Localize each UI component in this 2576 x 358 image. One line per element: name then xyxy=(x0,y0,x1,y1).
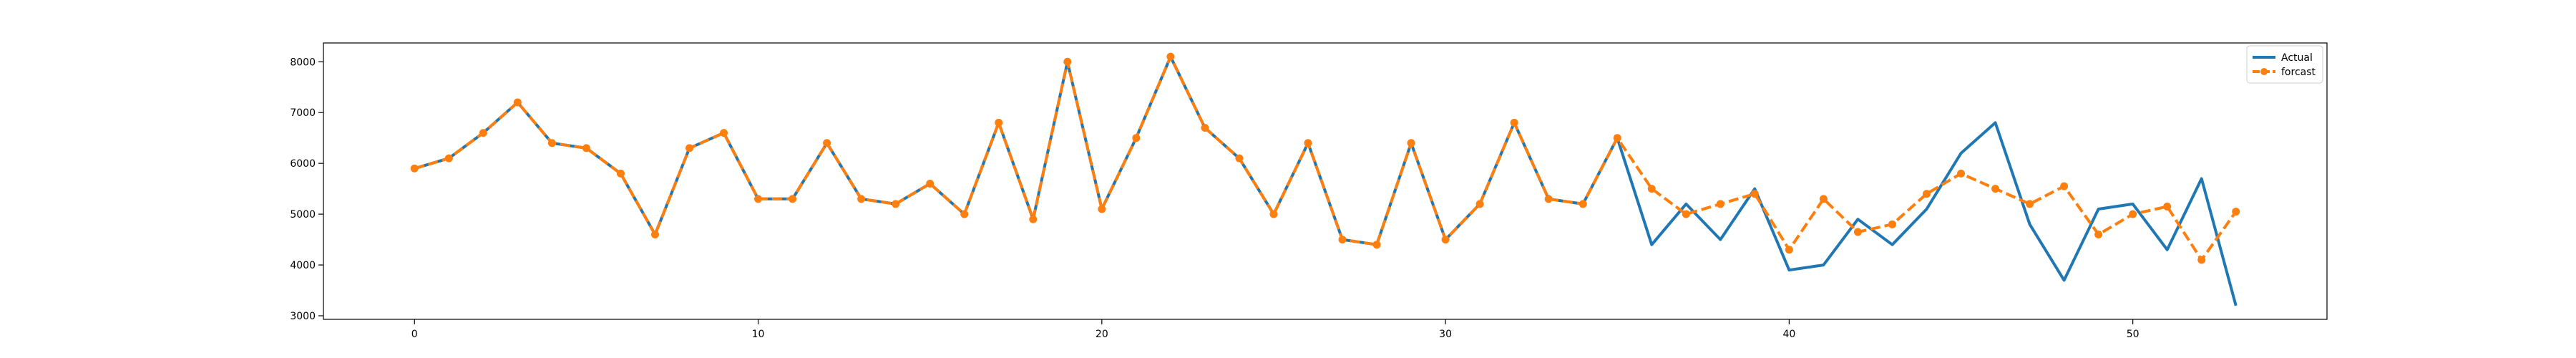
data-point-forcast xyxy=(1201,123,1209,132)
x-tick-label: 0 xyxy=(411,329,418,340)
data-point-forcast xyxy=(2197,256,2206,264)
data-point-forcast xyxy=(547,139,556,147)
y-tick-label: 4000 xyxy=(290,260,316,271)
data-point-forcast xyxy=(2129,210,2137,218)
data-point-forcast xyxy=(1853,228,1862,236)
data-point-forcast xyxy=(1338,236,1347,244)
data-point-forcast xyxy=(1475,200,1484,208)
data-point-forcast xyxy=(479,129,487,137)
data-point-forcast xyxy=(1098,205,1106,213)
data-point-forcast xyxy=(1716,200,1724,208)
data-point-forcast xyxy=(1166,52,1175,61)
data-point-forcast xyxy=(650,231,659,239)
data-point-forcast xyxy=(754,195,763,203)
x-tick-label: 10 xyxy=(752,329,765,340)
data-point-forcast xyxy=(2094,231,2103,239)
data-point-forcast xyxy=(1029,215,1038,223)
data-point-forcast xyxy=(616,169,625,178)
data-point-forcast xyxy=(1785,246,1793,254)
data-point-forcast xyxy=(1544,195,1553,203)
series-line-forcast xyxy=(414,55,2238,261)
x-tick-label: 30 xyxy=(1439,329,1452,340)
data-point-forcast xyxy=(444,154,453,163)
data-point-forcast xyxy=(1613,134,1621,142)
data-point-forcast xyxy=(1991,185,2000,193)
data-point-forcast xyxy=(2163,202,2172,211)
data-point-forcast xyxy=(823,139,831,147)
data-point-forcast xyxy=(1750,190,1759,198)
data-point-forcast xyxy=(685,144,693,153)
data-point-forcast xyxy=(995,118,1003,127)
data-point-forcast xyxy=(410,164,419,173)
axes-frame xyxy=(323,42,2328,320)
data-point-forcast xyxy=(1269,210,1278,218)
legend-label-actual: Actual xyxy=(2281,52,2313,64)
data-point-forcast xyxy=(582,144,590,153)
legend-label-forcast: forcast xyxy=(2281,67,2316,78)
y-tick-label: 5000 xyxy=(290,209,316,221)
data-point-forcast xyxy=(1441,236,1450,244)
data-point-forcast xyxy=(1579,200,1587,208)
data-point-forcast xyxy=(789,195,797,203)
data-point-forcast xyxy=(1682,210,1690,218)
data-point-forcast xyxy=(2026,200,2034,208)
data-point-forcast xyxy=(1647,185,1656,193)
plot-area: 0 10 20 30 40 50 3000 4000 5000 6000 7000 8000 Actua… xyxy=(290,42,2328,340)
data-point-forcast xyxy=(926,180,935,188)
y-tick-label: 8000 xyxy=(290,57,316,68)
data-point-forcast xyxy=(1132,134,1141,142)
data-point-forcast xyxy=(1888,220,1896,228)
legend-marker-forcast xyxy=(2260,68,2268,75)
data-point-forcast xyxy=(1957,169,1966,178)
data-point-forcast xyxy=(2232,208,2240,216)
data-point-forcast xyxy=(1372,241,1381,249)
x-tick-label: 40 xyxy=(1782,329,1795,340)
data-point-forcast xyxy=(1407,139,1415,147)
y-tick-label: 7000 xyxy=(290,107,316,119)
data-point-forcast xyxy=(1510,118,1518,127)
y-tick-label: 3000 xyxy=(290,311,316,322)
data-point-forcast xyxy=(1922,190,1931,198)
x-tick-label: 50 xyxy=(2127,329,2140,340)
data-point-forcast xyxy=(1063,57,1072,66)
data-point-forcast xyxy=(1819,195,1828,203)
x-tick-label: 20 xyxy=(1096,329,1108,340)
data-point-forcast xyxy=(1235,154,1244,163)
data-point-forcast xyxy=(720,129,728,137)
data-point-forcast xyxy=(892,200,900,208)
data-point-forcast xyxy=(513,98,522,107)
y-tick-label: 6000 xyxy=(290,158,316,170)
data-point-forcast xyxy=(2060,182,2069,190)
data-point-forcast xyxy=(960,210,969,218)
data-point-forcast xyxy=(857,195,866,203)
data-point-forcast xyxy=(1304,139,1312,147)
